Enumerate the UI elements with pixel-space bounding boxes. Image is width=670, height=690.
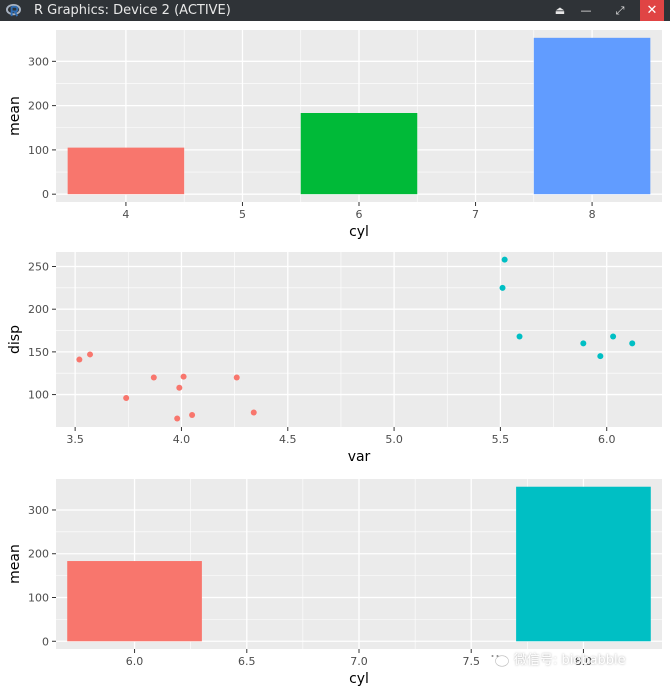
scatter-point	[180, 373, 187, 380]
x-tick-label: 7.5	[462, 655, 480, 668]
x-tick-label: 5.0	[385, 433, 403, 446]
x-tick-label: 5.5	[492, 433, 510, 446]
scatter-point	[123, 394, 130, 401]
y-tick-label: 0	[42, 188, 49, 201]
scatter-point	[610, 333, 617, 340]
restore-icon: ⤢	[615, 4, 625, 17]
scatter-point	[174, 415, 181, 422]
x-tick-label: 6.0	[126, 655, 144, 668]
scatter-point	[580, 340, 587, 347]
watermark: 微信号: biobabble	[486, 649, 626, 668]
scatter-point	[189, 412, 196, 419]
scatter-point	[629, 340, 636, 347]
x-tick-label: 7.0	[350, 655, 368, 668]
x-tick-label: 3.5	[66, 433, 84, 446]
scatter-point	[176, 384, 183, 391]
y-tick-label: 100	[28, 144, 49, 157]
bar-cyl-6	[300, 113, 418, 195]
x-axis-title: cyl	[349, 224, 369, 240]
bar-cyl-6	[67, 561, 202, 642]
bar-chart-mean-by-cyl: 0 100 200 300 4 5 6 7 8 cyl mean	[7, 30, 662, 240]
y-tick-label: 150	[28, 346, 49, 359]
bar-cyl-8	[516, 486, 651, 642]
y-axis-title: disp	[7, 325, 23, 354]
scatter-chart-disp-vs-var: 100 150 200 250 3.5 4.0 4.5 5.0 5.5 6.0 var disp	[7, 252, 662, 465]
y-tick-label: 200	[28, 548, 49, 561]
r-logo-icon	[6, 3, 21, 17]
y-tick-label: 200	[28, 100, 49, 113]
panel-background	[56, 252, 662, 427]
y-tick-label: 250	[28, 261, 49, 274]
eject-button[interactable]: ⏏	[548, 0, 572, 21]
minimize-icon: —	[580, 4, 592, 17]
scatter-point	[233, 374, 240, 381]
y-tick-label: 200	[28, 303, 49, 316]
x-tick-label: 6	[356, 208, 363, 221]
wechat-icon	[487, 650, 509, 667]
x-tick-label: 6.5	[238, 655, 256, 668]
scatter-point	[501, 256, 508, 263]
x-tick-label: 8	[589, 208, 596, 221]
x-tick-label: 4	[122, 208, 129, 221]
scatter-point	[597, 353, 604, 360]
x-axis-title: var	[348, 449, 371, 465]
y-tick-label: 100	[28, 592, 49, 605]
plot-canvas: 0 100 200 300 4 5 6 7 8 cyl mean 100 150 200 250 3.5 4.…	[7, 30, 662, 687]
y-tick-label: 100	[28, 389, 49, 402]
x-tick-label: 8.0	[575, 655, 593, 668]
scatter-point	[150, 374, 157, 381]
scatter-point	[516, 333, 523, 340]
y-axis-title: mean	[7, 544, 23, 584]
close-button[interactable]: ✕	[640, 0, 664, 21]
x-tick-label: 4.5	[279, 433, 297, 446]
y-tick-label: 300	[28, 55, 49, 68]
scatter-point	[76, 356, 83, 363]
scatter-point	[250, 409, 257, 416]
scatter-point	[87, 351, 94, 358]
x-tick-label: 4.0	[173, 433, 191, 446]
x-tick-label: 6.0	[598, 433, 616, 446]
y-tick-label: 300	[28, 504, 49, 517]
x-axis-title: cyl	[349, 671, 369, 687]
bar-chart-mean-by-cyl-subset: 0 100 200 300 6.0 6.5 7.0 7.5 8.0 cyl mean	[7, 479, 662, 687]
bar-cyl-8	[533, 37, 651, 195]
eject-icon: ⏏	[554, 4, 566, 17]
scatter-point	[499, 284, 506, 291]
y-tick-label: 0	[42, 635, 49, 648]
x-tick-label: 5	[239, 208, 246, 221]
watermark-text: 微信号: biobabble	[514, 653, 626, 668]
minimize-button[interactable]: —	[574, 0, 598, 21]
y-axis-title: mean	[7, 96, 23, 136]
close-icon: ✕	[646, 3, 658, 18]
window-titlebar: R Graphics: Device 2 (ACTIVE) ⏏ — ⤢ ✕	[0, 0, 670, 21]
x-tick-label: 7	[472, 208, 479, 221]
window-title: R Graphics: Device 2 (ACTIVE)	[34, 3, 231, 18]
restore-button[interactable]: ⤢	[608, 0, 632, 21]
bar-cyl-4	[67, 147, 185, 195]
